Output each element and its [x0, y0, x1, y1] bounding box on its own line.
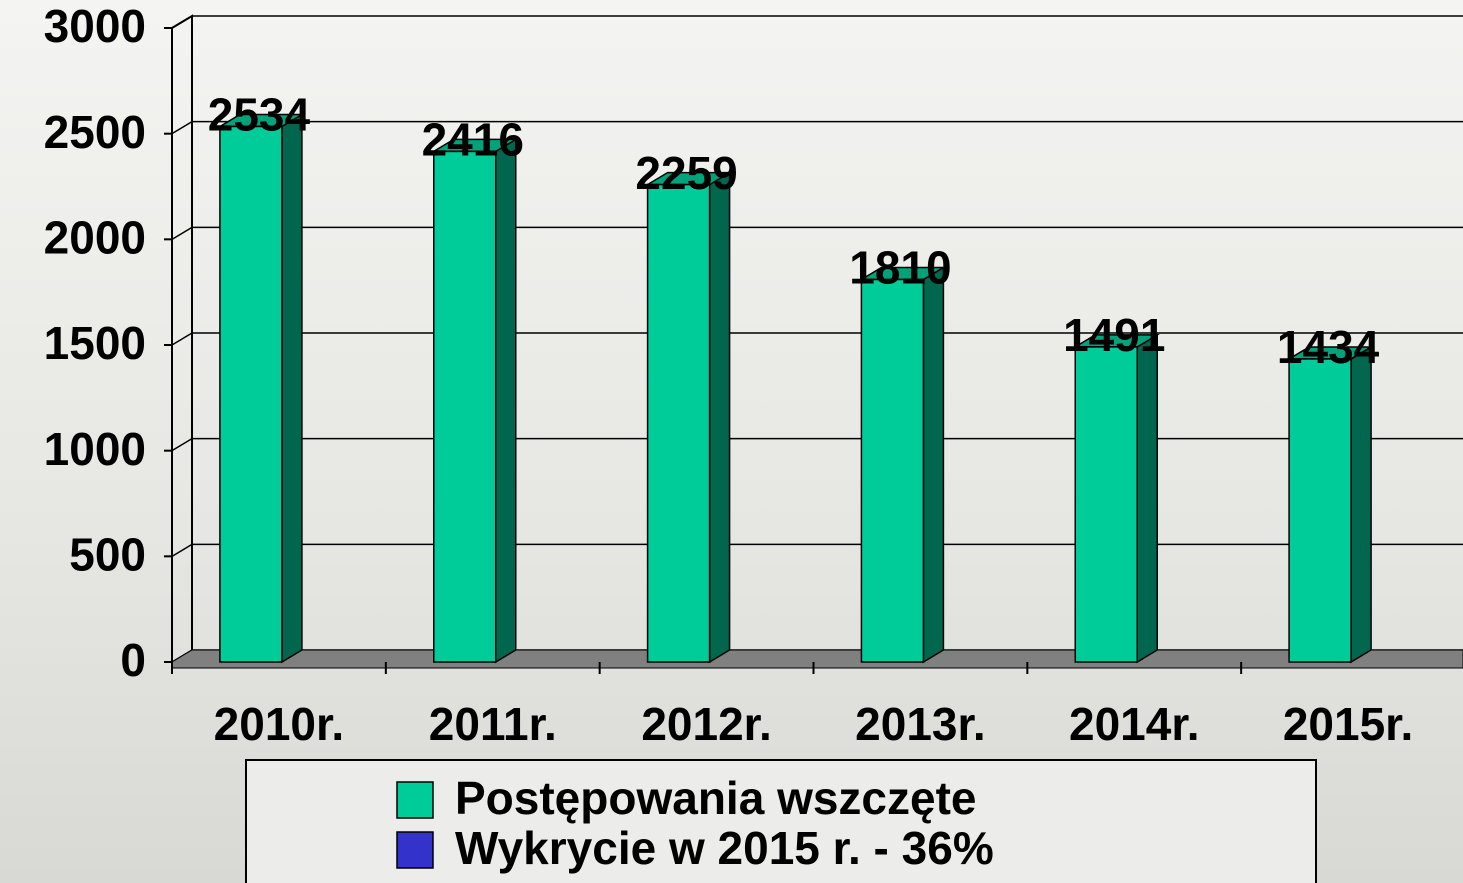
bar-side	[710, 173, 730, 662]
legend-label: Postępowania wszczęte	[455, 772, 977, 824]
bar-side	[496, 139, 516, 662]
page: 0 500 1000 1500 2000 2500 3000 2010r. 2534 2011r.…	[0, 0, 1463, 883]
value-label: 1810	[849, 242, 951, 294]
value-label: 1434	[1277, 321, 1380, 373]
y-tick-label: 1500	[44, 317, 146, 369]
x-tick-label: 2011r.	[429, 698, 557, 750]
y-tick-label: 2000	[44, 211, 146, 263]
value-label: 2259	[635, 147, 737, 199]
y-tick-label: 2500	[44, 106, 146, 158]
value-label: 2534	[208, 89, 311, 141]
legend-swatch	[397, 782, 433, 818]
y-tick-label: 1000	[44, 423, 146, 475]
x-tick-label: 2014r.	[1069, 698, 1199, 750]
bar-side	[1351, 347, 1371, 662]
bar	[1289, 359, 1351, 662]
bar-side	[282, 114, 302, 662]
legend-swatch	[397, 832, 433, 868]
x-tick-label: 2015r.	[1283, 698, 1413, 750]
bar	[861, 279, 923, 662]
y-tick-label: 3000	[44, 0, 146, 52]
bar	[1075, 347, 1137, 662]
value-label: 2416	[422, 114, 524, 166]
bar-side	[923, 267, 943, 662]
y-tick-label: 0	[120, 634, 146, 686]
chart: 0 500 1000 1500 2000 2500 3000 2010r. 2534 2011r.…	[0, 0, 1463, 883]
bar	[434, 151, 496, 662]
x-tick-label: 2013r.	[855, 698, 985, 750]
bar-side	[1137, 335, 1157, 662]
bar	[220, 126, 282, 662]
floor	[172, 650, 1463, 668]
legend-label: Wykrycie w 2015 r. - 36%	[455, 822, 994, 874]
bar	[648, 185, 710, 662]
x-tick-label: 2010r.	[214, 698, 344, 750]
value-label: 1491	[1063, 309, 1165, 361]
x-tick-label: 2012r.	[641, 698, 771, 750]
y-tick-label: 500	[69, 528, 146, 580]
